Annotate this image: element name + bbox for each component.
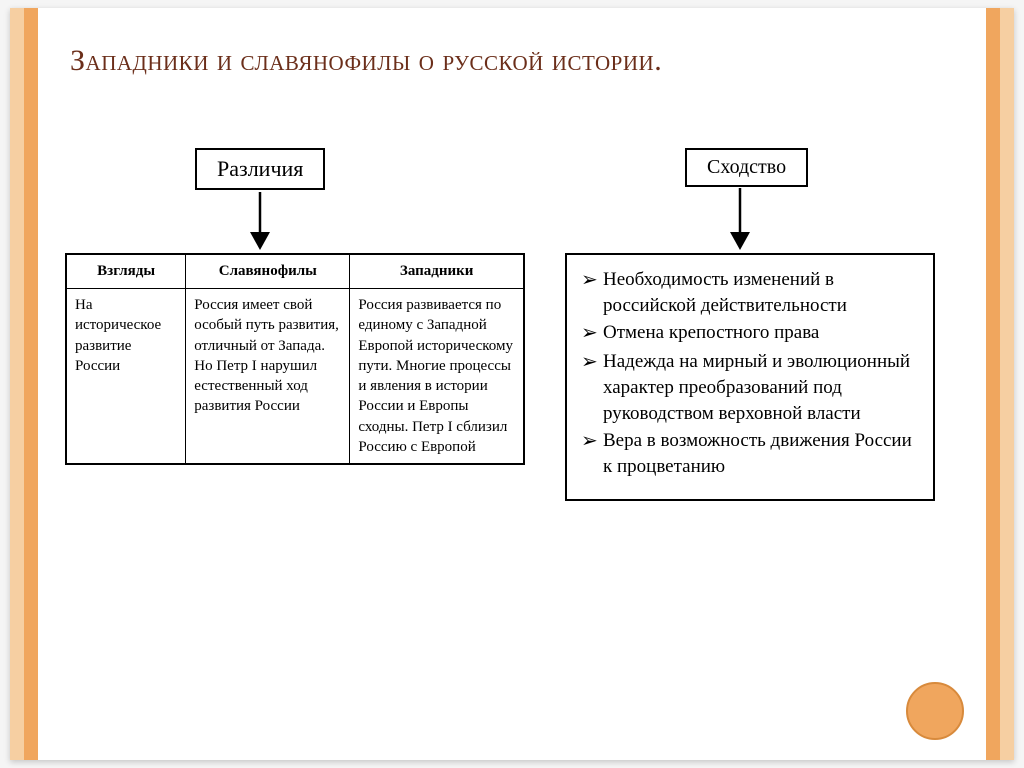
table-row: На историческое развитие России Россия и…	[66, 289, 524, 465]
similarities-box: ➢ Необходимость изменений в российской д…	[565, 253, 935, 501]
list-item: ➢ Отмена крепостного права	[581, 320, 919, 347]
table-header-row: Взгляды Славянофилы Западники	[66, 254, 524, 289]
differences-header: Различия	[195, 148, 325, 190]
list-item-text: Отмена крепостного права	[603, 320, 919, 347]
arrow-down-icon	[728, 188, 752, 250]
bullet-icon: ➢	[581, 349, 603, 426]
cell-westernizers: Россия развивается по единому с Западной…	[350, 289, 524, 465]
differences-column: Различия Взгляды Славянофилы Западники	[65, 148, 525, 728]
slide-title: Западники и славянофилы о русской истори…	[70, 42, 940, 80]
list-item: ➢ Необходимость изменений в российской д…	[581, 267, 919, 318]
differences-table: Взгляды Славянофилы Западники На историч…	[65, 253, 525, 465]
col-header: Славянофилы	[186, 254, 350, 289]
list-item: ➢ Надежда на мирный и эволюционный харак…	[581, 349, 919, 426]
content-area: Различия Взгляды Славянофилы Западники	[65, 148, 965, 728]
similarities-column: Сходство ➢ Необходимость изменений в рос…	[565, 148, 965, 728]
arrow-down-icon	[248, 192, 272, 250]
bullet-icon: ➢	[581, 428, 603, 479]
similarities-header: Сходство	[685, 148, 808, 187]
cell-view: На историческое развитие России	[66, 289, 186, 465]
bullet-icon: ➢	[581, 320, 603, 347]
list-item-text: Необходимость изменений в российской дей…	[603, 267, 919, 318]
decor-stripe-left-inner	[24, 8, 38, 760]
bullet-icon: ➢	[581, 267, 603, 318]
decor-stripe-right-inner	[986, 8, 1000, 760]
slide: Западники и славянофилы о русской истори…	[10, 8, 1014, 760]
decor-circle-icon	[906, 682, 964, 740]
list-item: ➢ Вера в возможность движения России к п…	[581, 428, 919, 479]
list-item-text: Надежда на мирный и эволюционный характе…	[603, 349, 919, 426]
list-item-text: Вера в возможность движения России к про…	[603, 428, 919, 479]
col-header: Взгляды	[66, 254, 186, 289]
col-header: Западники	[350, 254, 524, 289]
cell-slavophiles: Россия имеет свой особый путь развития, …	[186, 289, 350, 465]
